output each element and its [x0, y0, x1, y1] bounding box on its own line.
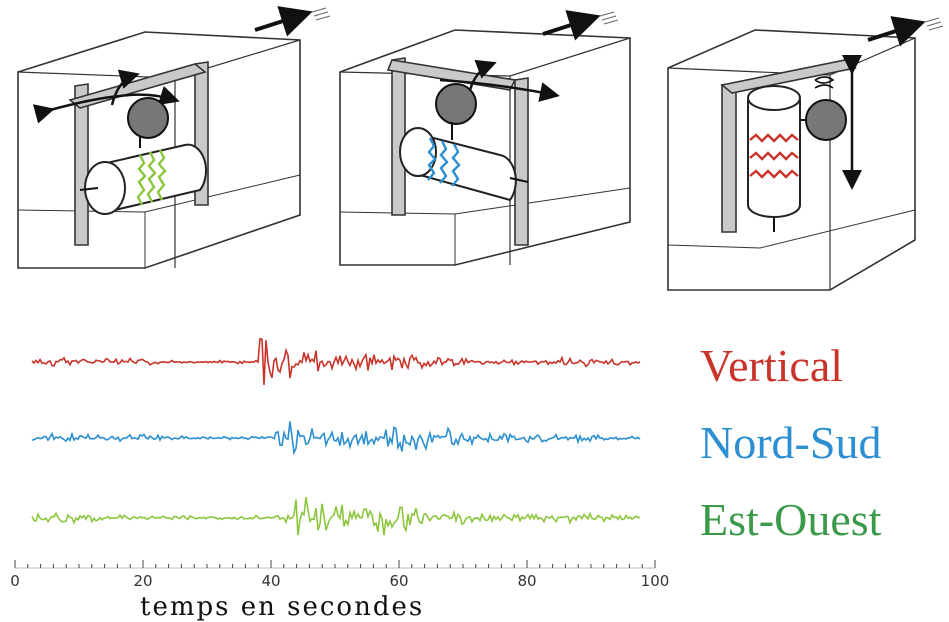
seismometer-box-nord-sud: [339, 29, 631, 266]
mass-icon: [127, 97, 169, 139]
tick-label-20: 20: [133, 572, 153, 590]
seismometer-box-est-ouest: [17, 31, 301, 269]
x-axis-title: temps en secondes: [140, 592, 425, 622]
rotation-arrow-icon: [439, 59, 560, 102]
seismometer-box-vertical: [667, 29, 916, 291]
seismogram-trace-est-ouest: [31, 496, 641, 536]
spring-icon: [814, 76, 835, 89]
drum-icon: [79, 143, 207, 215]
tick-label-60: 60: [389, 572, 409, 590]
drum-icon: [399, 127, 529, 202]
drum-icon: [747, 85, 801, 232]
label-est-ouest: Est-Ouest: [700, 494, 882, 545]
label-vertical: Vertical: [700, 340, 844, 391]
seismogram-trace-nord-sud: [31, 421, 641, 456]
tick-label-40: 40: [261, 572, 281, 590]
direction-arrow-icon: [254, 6, 926, 47]
tick-label-80: 80: [517, 572, 537, 590]
tick-label-100: 100: [640, 572, 670, 590]
seismogram-trace-vertical: [31, 337, 641, 386]
tick-label-0: 0: [10, 572, 20, 590]
time-axis-ticks: [14, 560, 656, 568]
mass-icon: [435, 83, 477, 125]
rotation-arrow-icon: [32, 69, 180, 124]
mass-icon: [805, 99, 847, 141]
label-nord-sud: Nord-Sud: [700, 417, 882, 468]
